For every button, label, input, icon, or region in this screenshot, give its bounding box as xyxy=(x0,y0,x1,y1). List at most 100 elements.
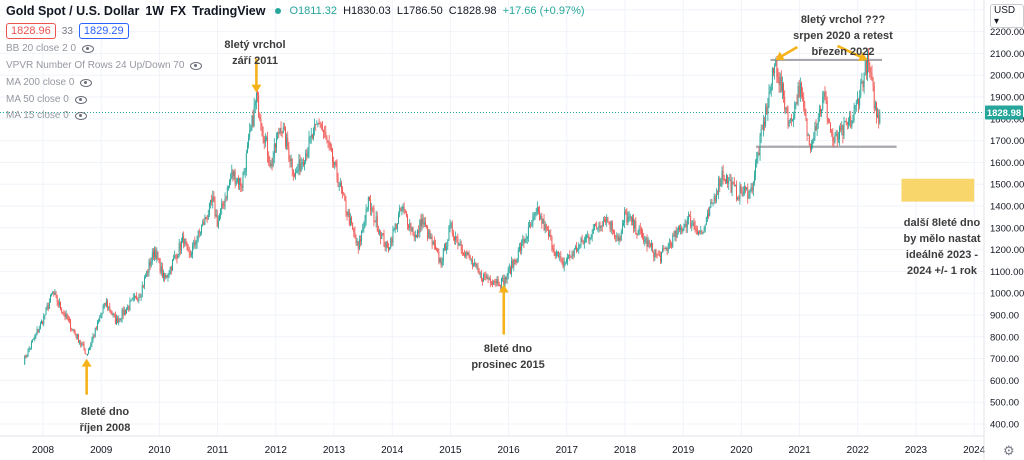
indicator-bb[interactable]: BB 20 close 2 0 xyxy=(6,43,95,54)
candle-body xyxy=(332,149,333,163)
arrow-bottom-2008 xyxy=(81,358,92,395)
indicator-ma50[interactable]: MA 50 close 0 xyxy=(6,94,87,105)
candle-body xyxy=(617,236,619,241)
currency-selector[interactable]: USD ▾ xyxy=(990,4,1024,28)
candle-body xyxy=(789,118,791,122)
indicator-ma200[interactable]: MA 200 close 0 xyxy=(6,77,93,88)
market-status-icon xyxy=(275,8,282,14)
candle-body xyxy=(774,65,776,74)
eye-icon[interactable] xyxy=(190,61,203,70)
candle-body xyxy=(467,253,469,256)
x-tick-label: 2019 xyxy=(672,445,695,456)
candle-body xyxy=(257,92,258,96)
sell-price-button[interactable]: 1828.96 xyxy=(6,23,56,39)
candle-body xyxy=(414,234,416,238)
interval-label[interactable]: 1W xyxy=(145,4,165,18)
candle-body xyxy=(67,318,69,320)
candle-body xyxy=(686,219,688,228)
candle-body xyxy=(604,219,605,221)
annotation-bottom-2008[interactable]: 8leté dno říjen 2008 xyxy=(76,404,134,436)
candle-body xyxy=(361,230,363,242)
candle-body xyxy=(446,246,448,251)
annotation-next-bottom[interactable]: další 8leté dno by mělo nastat ideálně 2… xyxy=(902,215,982,279)
candle-body xyxy=(34,335,36,339)
y-tick-label: 700.00 xyxy=(990,354,1019,365)
candle-body xyxy=(814,126,816,138)
candle-body xyxy=(35,333,37,336)
candle-body xyxy=(860,82,862,96)
candle-body xyxy=(243,171,245,176)
candle-body xyxy=(72,328,74,330)
annotation-top-2020[interactable]: 8letý vrchol ??? srpen 2020 a retest bře… xyxy=(788,12,898,60)
candle-body xyxy=(410,223,412,231)
candle-body xyxy=(374,221,376,223)
candle-body xyxy=(854,105,856,110)
candle-body xyxy=(544,224,546,231)
candle-body xyxy=(568,254,570,259)
candle-body xyxy=(593,224,595,229)
candle-body xyxy=(483,274,485,282)
candle-body xyxy=(497,279,499,285)
candle-body xyxy=(683,225,685,230)
candle-body xyxy=(440,258,442,266)
eye-icon[interactable] xyxy=(80,78,93,87)
eye-icon[interactable] xyxy=(74,111,87,120)
candle-body xyxy=(685,223,687,228)
candle-body xyxy=(863,72,865,88)
candle-body xyxy=(310,135,312,138)
candle-body xyxy=(602,219,604,227)
candle-body xyxy=(212,196,214,203)
candle-body xyxy=(343,192,345,194)
drawings[interactable] xyxy=(0,58,984,202)
gear-icon[interactable]: ⚙ xyxy=(1003,443,1015,458)
eye-icon[interactable] xyxy=(82,44,95,53)
candle-body xyxy=(495,281,497,284)
candle-body xyxy=(95,327,97,329)
annotation-top-2011[interactable]: 8letý vrchol září 2011 xyxy=(222,37,288,69)
candle-body xyxy=(116,317,117,325)
candle-body xyxy=(288,148,290,159)
annotation-line: 8letý vrchol xyxy=(224,39,286,51)
annotation-arrows[interactable] xyxy=(81,44,868,395)
candle-body xyxy=(252,115,254,126)
buy-price-button[interactable]: 1829.29 xyxy=(78,23,129,39)
candle-body xyxy=(832,132,834,141)
candle-body xyxy=(307,151,309,157)
candle-body xyxy=(142,285,144,287)
candle-body xyxy=(208,202,210,215)
indicator-vpvr[interactable]: VPVR Number Of Rows 24 Up/Down 70 xyxy=(6,60,203,71)
candle-body xyxy=(605,219,607,223)
candle-body xyxy=(352,223,354,230)
annotation-bottom-2015[interactable]: 8leté dno prosinec 2015 xyxy=(470,341,546,373)
candle-body xyxy=(583,239,585,244)
candle-body xyxy=(637,233,639,236)
symbol-title[interactable]: Gold Spot / U.S. Dollar xyxy=(6,4,140,18)
candle-body xyxy=(879,112,881,124)
indicator-ma15[interactable]: MA 15 close 0 xyxy=(6,110,87,121)
candle-body xyxy=(77,334,79,343)
candle-body xyxy=(408,225,410,229)
candle-body xyxy=(511,260,513,274)
candle-body xyxy=(424,222,426,227)
candle-body xyxy=(503,278,505,288)
x-tick-label: 2018 xyxy=(614,445,637,456)
candle-body xyxy=(400,208,402,211)
candle-body xyxy=(401,206,403,211)
eye-icon[interactable] xyxy=(74,95,87,104)
candle-body xyxy=(794,103,796,119)
candle-body xyxy=(842,125,844,136)
y-tick-label: 1200.00 xyxy=(990,245,1024,256)
candle-body xyxy=(345,199,347,212)
candle-body xyxy=(298,159,300,170)
candle-body xyxy=(375,216,377,222)
candle-body xyxy=(767,104,769,114)
chevron-down-icon: ▾ xyxy=(994,16,1000,27)
candle-body xyxy=(182,236,183,242)
candle-body xyxy=(478,271,480,275)
candle-body xyxy=(525,238,527,240)
candle-body xyxy=(442,248,444,262)
candle-body xyxy=(356,241,358,243)
candle-body xyxy=(390,238,392,248)
candle-body xyxy=(722,170,724,180)
